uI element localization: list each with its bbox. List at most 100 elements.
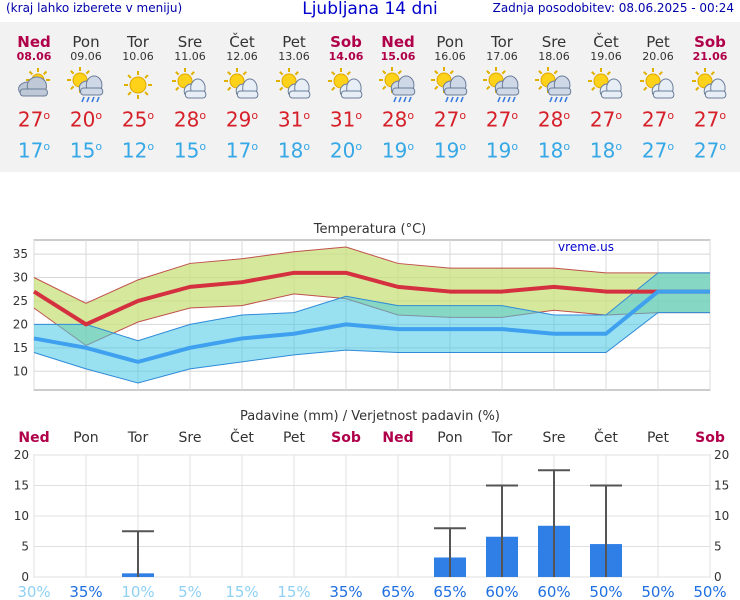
y-tick-label-right: 5 xyxy=(714,540,722,554)
max-temp: 20o xyxy=(60,104,112,132)
max-temp-value: 31 xyxy=(277,107,304,132)
degree-mark: o xyxy=(43,109,51,122)
sun-cloud-icon xyxy=(684,63,736,103)
min-temp-value: 19 xyxy=(485,138,512,163)
degree-mark: o xyxy=(95,109,103,122)
sun-rain-icon xyxy=(528,63,580,103)
probability-label: 15% xyxy=(225,583,258,600)
max-temp-value: 27 xyxy=(693,107,720,132)
degree-mark: o xyxy=(407,139,415,153)
day-date: 08.06 xyxy=(16,50,52,63)
degree-mark: o xyxy=(43,139,51,153)
max-temp-value: 27 xyxy=(641,107,668,132)
day-column[interactable]: Pon 09.06 20o 15o xyxy=(60,22,112,162)
probability-label: 10% xyxy=(121,583,154,600)
max-temp-value: 28 xyxy=(381,107,408,132)
x-tick-label: Tor xyxy=(491,430,513,446)
degree-mark: o xyxy=(719,139,727,153)
probability-label: 60% xyxy=(485,583,518,600)
min-temp-value: 20 xyxy=(329,138,356,163)
x-tick-label: Pet xyxy=(283,430,306,446)
degree-mark: o xyxy=(667,139,675,153)
max-temp-value: 28 xyxy=(537,107,564,132)
day-date: 18.06 xyxy=(538,50,570,63)
degree-mark: o xyxy=(355,109,363,122)
menu-hint[interactable]: (kraj lahko izberete v meniju) xyxy=(6,1,183,15)
max-temp: 27o xyxy=(476,104,528,132)
last-update: Zadnja posodobitev: 08.06.2025 - 00:24 xyxy=(492,1,734,15)
min-temp-value: 15 xyxy=(69,138,96,163)
min-temp: 18o xyxy=(268,135,320,162)
page-title: Ljubljana 14 dni xyxy=(302,0,438,19)
day-column[interactable]: Pet 20.06 27o 27o xyxy=(632,22,684,162)
degree-mark: o xyxy=(355,139,363,153)
day-date: 09.06 xyxy=(70,50,102,63)
day-column[interactable]: Sre 11.06 28o 15o xyxy=(164,22,216,162)
day-column[interactable]: Tor 10.06 25o 12o xyxy=(112,22,164,162)
chart-title: Temperatura (°C) xyxy=(313,222,426,237)
degree-mark: o xyxy=(615,109,623,122)
degree-mark: o xyxy=(511,139,519,153)
degree-mark: o xyxy=(303,109,311,122)
max-temp: 29o xyxy=(216,104,268,132)
degree-mark: o xyxy=(147,139,155,153)
day-column[interactable]: Čet 19.06 27o 18o xyxy=(580,22,632,162)
probability-label: 65% xyxy=(381,583,414,600)
degree-mark: o xyxy=(407,109,415,122)
max-temp-value: 31 xyxy=(329,107,356,132)
sun-rain-icon xyxy=(476,63,528,103)
day-name: Tor xyxy=(491,33,513,51)
day-column[interactable]: Pon 16.06 27o 19o xyxy=(424,22,476,162)
day-name: Sob xyxy=(330,33,362,51)
min-temp-value: 27 xyxy=(693,138,720,163)
y-tick-label-right: 15 xyxy=(714,479,729,493)
min-temp-value: 15 xyxy=(173,138,200,163)
probability-label: 50% xyxy=(693,583,726,600)
y-tick-label-left: 15 xyxy=(14,479,29,493)
day-name: Pet xyxy=(646,33,670,51)
x-tick-label: Ned xyxy=(18,430,49,446)
y-tick-label: 15 xyxy=(13,341,28,355)
max-temp-value: 27 xyxy=(433,107,460,132)
day-date: 19.06 xyxy=(590,50,622,63)
min-temp: 17o xyxy=(216,135,268,162)
max-temp-value: 28 xyxy=(173,107,200,132)
degree-mark: o xyxy=(199,109,207,122)
min-temp-value: 12 xyxy=(121,138,148,163)
max-temp: 27o xyxy=(580,104,632,132)
min-temp: 19o xyxy=(476,135,528,163)
max-temp: 27o xyxy=(8,104,60,132)
day-name: Ned xyxy=(381,33,415,51)
max-temp-value: 27 xyxy=(485,107,512,132)
min-temp: 18o xyxy=(580,135,632,162)
day-date: 11.06 xyxy=(174,50,206,63)
sun-cloud-icon xyxy=(580,63,632,103)
x-tick-label: Pon xyxy=(437,430,462,446)
day-date: 13.06 xyxy=(278,50,310,63)
x-tick-label: Sob xyxy=(695,430,725,446)
x-tick-label: Čet xyxy=(230,428,254,446)
min-temp: 27o xyxy=(684,135,736,163)
day-column[interactable]: Čet 12.06 29o 17o xyxy=(216,22,268,162)
day-column[interactable]: Pet 13.06 31o 18o xyxy=(268,22,320,162)
range-band-lower-edge xyxy=(33,312,710,384)
day-column[interactable]: Ned 08.06 27o 17o xyxy=(8,22,60,162)
max-temp: 31o xyxy=(268,104,320,132)
x-tick-label: Tor xyxy=(127,430,149,446)
watermark: vreme.us xyxy=(558,240,614,254)
day-column[interactable]: Sre 18.06 28o 18o xyxy=(528,22,580,162)
max-temp: 28o xyxy=(528,104,580,132)
sun-cloud-icon xyxy=(216,63,268,103)
degree-mark: o xyxy=(147,109,155,122)
day-column[interactable]: Ned 15.06 28o 19o xyxy=(372,22,424,162)
day-column[interactable]: Sob 21.06 27o 27o xyxy=(684,22,736,162)
day-column[interactable]: Sob 14.06 31o 20o xyxy=(320,22,372,162)
max-temp-value: 27 xyxy=(589,107,616,132)
min-temp-line xyxy=(33,289,710,364)
degree-mark: o xyxy=(563,139,571,153)
max-temp-value: 27 xyxy=(17,107,44,132)
day-name: Čet xyxy=(593,33,619,51)
max-temp: 31o xyxy=(320,104,372,132)
day-name: Pet xyxy=(282,33,306,51)
day-column[interactable]: Tor 17.06 27o 19o xyxy=(476,22,528,162)
